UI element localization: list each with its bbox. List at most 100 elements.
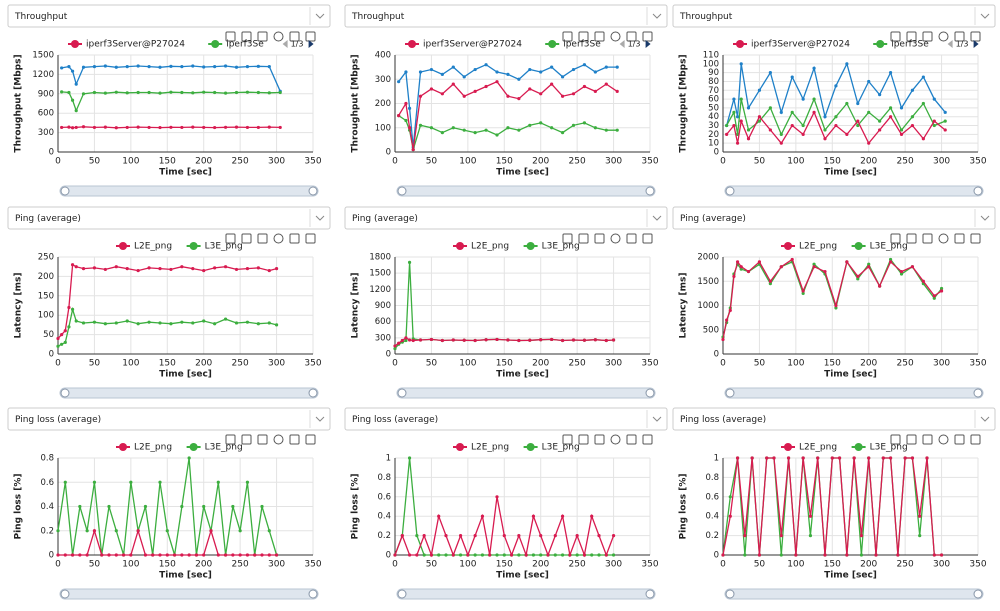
legend-prev[interactable] [947, 40, 953, 48]
toolbar-icon[interactable] [938, 31, 949, 42]
toolbar-icon[interactable] [610, 233, 621, 244]
toolbar-icon[interactable] [922, 233, 933, 244]
legend-label[interactable]: L2E_png [471, 242, 509, 252]
dropdown-chevron[interactable] [980, 215, 990, 221]
dropdown[interactable] [672, 4, 996, 28]
toolbar-icon[interactable] [225, 434, 236, 445]
legend-label[interactable]: iperf3Server@P27024 [86, 40, 185, 50]
toolbar-icon[interactable] [610, 434, 621, 445]
zoom-slider-track[interactable] [396, 387, 656, 399]
toolbar-icon[interactable] [626, 31, 637, 42]
toolbar-icon[interactable] [594, 434, 605, 445]
toolbar-icon[interactable] [273, 31, 284, 42]
zoom-slider-handle[interactable] [725, 186, 735, 196]
zoom-slider-handle[interactable] [973, 589, 983, 599]
toolbar-icon[interactable] [954, 31, 965, 42]
dropdown[interactable] [344, 4, 668, 28]
zoom-slider-handle[interactable] [973, 388, 983, 398]
legend-label[interactable]: L3E_png [542, 242, 580, 252]
legend-label[interactable]: L3E_png [205, 242, 243, 252]
zoom-slider-handle[interactable] [725, 388, 735, 398]
toolbar-icon[interactable] [289, 31, 300, 42]
dropdown[interactable] [7, 206, 331, 230]
zoom-slider-handle[interactable] [60, 186, 70, 196]
toolbar-icon[interactable] [241, 434, 252, 445]
zoom-slider-handle[interactable] [308, 589, 318, 599]
toolbar-icon[interactable] [305, 434, 316, 445]
dropdown[interactable] [7, 407, 331, 431]
legend-next[interactable] [645, 40, 651, 48]
toolbar-icon[interactable] [906, 31, 917, 42]
legend-label[interactable]: L3E_png [205, 443, 243, 453]
toolbar-icon[interactable] [578, 31, 589, 42]
toolbar-icon[interactable] [257, 31, 268, 42]
legend-label[interactable]: L3E_png [870, 443, 908, 453]
dropdown[interactable] [344, 407, 668, 431]
legend-label[interactable]: L2E_png [134, 443, 172, 453]
toolbar-icon[interactable] [562, 233, 573, 244]
toolbar-icon[interactable] [890, 233, 901, 244]
zoom-slider-handle[interactable] [725, 589, 735, 599]
toolbar-icon[interactable] [970, 233, 981, 244]
legend-next[interactable] [973, 40, 979, 48]
toolbar-icon[interactable] [273, 233, 284, 244]
zoom-slider-handle[interactable] [645, 589, 655, 599]
zoom-slider-handle[interactable] [973, 186, 983, 196]
toolbar-icon[interactable] [578, 434, 589, 445]
toolbar-icon[interactable] [890, 434, 901, 445]
zoom-slider-handle[interactable] [397, 589, 407, 599]
dropdown[interactable] [672, 206, 996, 230]
toolbar-icon[interactable] [938, 434, 949, 445]
toolbar-icon[interactable] [273, 434, 284, 445]
toolbar-icon[interactable] [626, 434, 637, 445]
zoom-slider-track[interactable] [59, 387, 319, 399]
zoom-slider-handle[interactable] [308, 186, 318, 196]
toolbar-icon[interactable] [305, 31, 316, 42]
toolbar-icon[interactable] [257, 233, 268, 244]
legend-label[interactable]: L2E_png [799, 242, 837, 252]
zoom-slider-handle[interactable] [645, 388, 655, 398]
legend-label[interactable]: iperf3Server@P27024 [751, 40, 850, 50]
zoom-slider-handle[interactable] [645, 186, 655, 196]
toolbar-icon[interactable] [906, 233, 917, 244]
legend-label[interactable]: L2E_png [799, 443, 837, 453]
zoom-slider-track[interactable] [724, 387, 984, 399]
dropdown-chevron[interactable] [652, 416, 662, 422]
dropdown-chevron[interactable] [315, 13, 325, 19]
toolbar-icon[interactable] [225, 233, 236, 244]
legend-next[interactable] [308, 40, 314, 48]
zoom-slider-track[interactable] [396, 185, 656, 197]
dropdown-chevron[interactable] [315, 416, 325, 422]
zoom-slider-handle[interactable] [397, 388, 407, 398]
legend-label[interactable]: L2E_png [134, 242, 172, 252]
toolbar-icon[interactable] [289, 233, 300, 244]
toolbar-icon[interactable] [642, 434, 653, 445]
toolbar-icon[interactable] [562, 434, 573, 445]
legend-label[interactable]: iperf3Se [891, 40, 929, 50]
toolbar-icon[interactable] [594, 31, 605, 42]
dropdown[interactable] [7, 4, 331, 28]
toolbar-icon[interactable] [610, 31, 621, 42]
toolbar-icon[interactable] [970, 434, 981, 445]
zoom-slider-handle[interactable] [60, 388, 70, 398]
zoom-slider-track[interactable] [59, 588, 319, 600]
legend-label[interactable]: L3E_png [870, 242, 908, 252]
zoom-slider-track[interactable] [724, 588, 984, 600]
toolbar-icon[interactable] [289, 434, 300, 445]
dropdown-chevron[interactable] [980, 416, 990, 422]
toolbar-icon[interactable] [954, 233, 965, 244]
toolbar-icon[interactable] [626, 233, 637, 244]
toolbar-icon[interactable] [225, 31, 236, 42]
zoom-slider-handle[interactable] [308, 388, 318, 398]
toolbar-icon[interactable] [562, 31, 573, 42]
legend-label[interactable]: iperf3Se [226, 40, 264, 50]
toolbar-icon[interactable] [970, 31, 981, 42]
zoom-slider-track[interactable] [59, 185, 319, 197]
toolbar-icon[interactable] [305, 233, 316, 244]
toolbar-icon[interactable] [954, 434, 965, 445]
toolbar-icon[interactable] [594, 233, 605, 244]
legend-label[interactable]: L3E_png [542, 443, 580, 453]
zoom-slider-handle[interactable] [60, 589, 70, 599]
legend-prev[interactable] [282, 40, 288, 48]
toolbar-icon[interactable] [642, 233, 653, 244]
